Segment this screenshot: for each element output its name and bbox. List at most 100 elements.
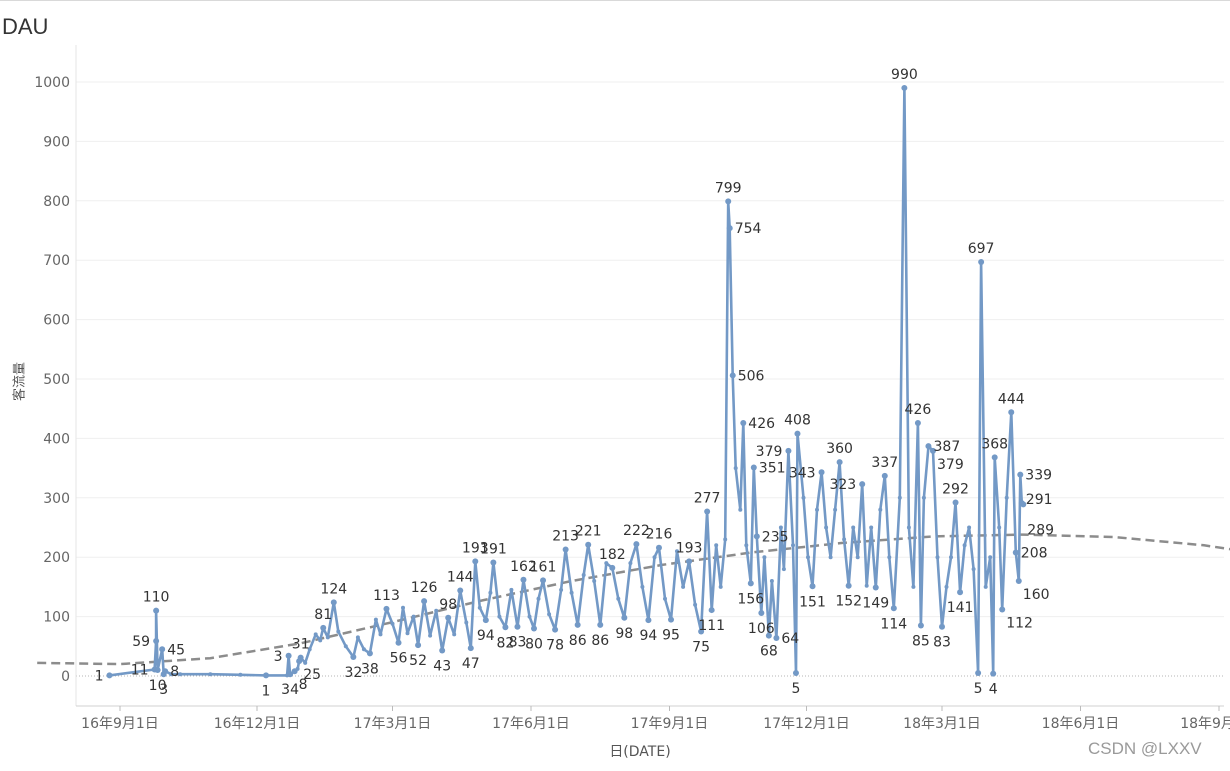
- data-point: [718, 584, 723, 589]
- data-point: [791, 543, 795, 548]
- labeled-point: [520, 576, 527, 583]
- data-point: [714, 543, 719, 548]
- labeled-point: [552, 626, 559, 633]
- x-tick-label: 16年9月1日: [81, 716, 159, 732]
- labeled-point: [740, 419, 747, 426]
- labeled-point: [330, 599, 337, 606]
- data-point: [509, 587, 514, 592]
- labeled-point: [753, 533, 760, 540]
- data-point: [355, 635, 360, 640]
- labeled-point: [859, 481, 866, 488]
- data-label: 506: [738, 368, 765, 384]
- labeled-point: [773, 634, 780, 641]
- data-label: 292: [942, 482, 969, 498]
- labeled-point: [925, 443, 932, 450]
- data-label: 113: [373, 588, 400, 604]
- data-label: 47: [462, 656, 480, 672]
- data-point: [988, 555, 993, 560]
- data-point: [401, 605, 405, 610]
- data-label: 754: [735, 221, 762, 237]
- labeled-point: [490, 559, 497, 566]
- data-label: 68: [760, 644, 778, 660]
- data-point: [851, 525, 856, 530]
- y-tick-label: 1000: [34, 75, 70, 91]
- data-point: [652, 555, 657, 560]
- data-point: [318, 638, 323, 643]
- labeled-point: [901, 84, 908, 91]
- data-label: 799: [715, 180, 742, 196]
- data-label: 1: [262, 683, 271, 699]
- data-point: [824, 525, 829, 530]
- data-point: [693, 602, 698, 607]
- y-axis: 0 100 200 300 400 500 600 700 800 900 1000: [34, 75, 70, 685]
- labeled-point: [708, 607, 715, 614]
- data-label: 78: [546, 638, 564, 654]
- data-label: 156: [737, 591, 764, 607]
- data-point: [488, 590, 493, 595]
- data-label: 182: [599, 547, 626, 563]
- data-point: [738, 507, 743, 512]
- data-label: 83: [933, 635, 951, 651]
- data-point: [681, 584, 686, 589]
- x-tick-label: 18年3月1日: [903, 716, 981, 732]
- data-point: [778, 525, 783, 530]
- data-point: [547, 612, 552, 617]
- data-label: 94: [477, 628, 495, 644]
- labeled-point: [794, 430, 801, 437]
- labeled-point: [655, 544, 662, 551]
- data-label: 83: [509, 635, 527, 651]
- data-label: 277: [694, 491, 721, 507]
- data-label: 221: [575, 524, 602, 540]
- data-label: 697: [968, 241, 995, 257]
- data-label: 34: [281, 682, 299, 698]
- data-point: [616, 596, 621, 601]
- data-label: 52: [409, 653, 427, 669]
- data-point: [361, 647, 366, 652]
- data-point: [604, 561, 609, 566]
- y-tick-label: 200: [43, 550, 70, 566]
- labeled-point: [457, 587, 464, 594]
- data-point: [971, 567, 976, 572]
- labeled-point: [415, 642, 422, 649]
- data-label: 368: [981, 436, 1008, 452]
- data-label: 323: [829, 477, 856, 493]
- labeled-point: [395, 639, 402, 646]
- data-point: [628, 561, 633, 566]
- labeled-point: [383, 605, 390, 612]
- x-axis-label: 日(DATE): [609, 744, 671, 760]
- data-label: 3: [159, 682, 168, 698]
- data-point: [477, 605, 482, 610]
- labeled-point: [758, 610, 765, 617]
- data-point: [452, 632, 457, 637]
- data-label: 193: [462, 540, 489, 556]
- labeled-point: [881, 472, 888, 479]
- data-label: 112: [1006, 616, 1033, 632]
- labeled-point: [1008, 409, 1015, 416]
- data-point: [527, 614, 532, 619]
- labeled-point: [747, 580, 754, 587]
- watermark: CSDN @LXXV: [1088, 739, 1202, 758]
- data-point: [869, 525, 874, 530]
- labeled-point: [792, 670, 799, 677]
- data-label: 426: [748, 416, 775, 432]
- data-point: [411, 614, 416, 619]
- data-point: [897, 495, 902, 500]
- data-label: 32: [344, 665, 362, 681]
- series-line: [109, 86, 1025, 677]
- labeled-point: [914, 419, 921, 426]
- data-label: 426: [905, 402, 932, 418]
- data-label: 191: [480, 542, 507, 558]
- data-point: [178, 672, 183, 677]
- labeled-point: [439, 647, 446, 654]
- data-label: 114: [880, 616, 907, 632]
- data-label: 86: [569, 633, 587, 649]
- data-label: 94: [639, 628, 657, 644]
- data-label: 3: [274, 649, 283, 665]
- labeled-point: [472, 558, 479, 565]
- data-label: 387: [934, 439, 961, 455]
- data-label: 149: [862, 596, 889, 612]
- data-point: [723, 537, 728, 542]
- labeled-point: [836, 459, 843, 466]
- labeled-point: [574, 621, 581, 628]
- labeled-point: [726, 225, 733, 232]
